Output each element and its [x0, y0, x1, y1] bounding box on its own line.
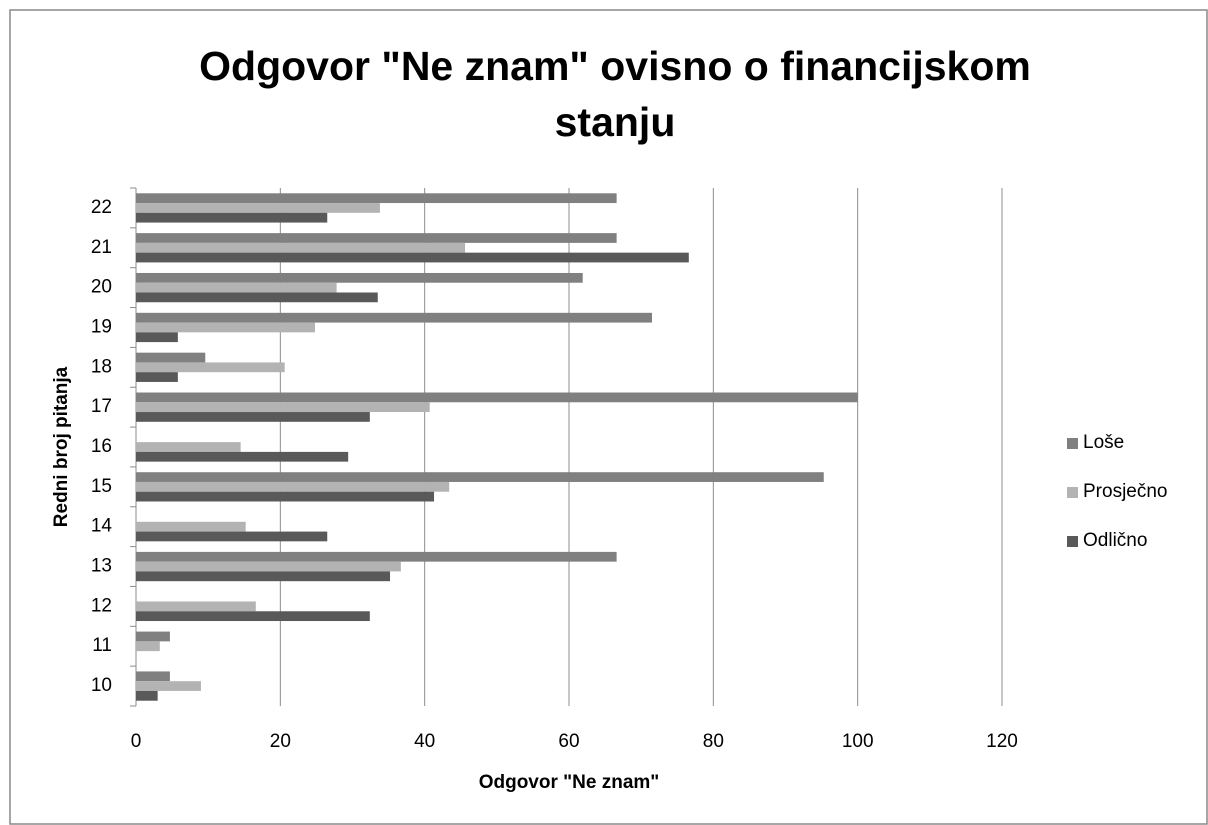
- bar: [136, 561, 401, 572]
- bar: [136, 292, 378, 303]
- bar: [136, 641, 160, 652]
- y-tick-label: 15: [91, 476, 112, 497]
- bar: [136, 571, 391, 582]
- bar: [136, 451, 349, 462]
- bar: [136, 481, 450, 492]
- x-tick-label: 120: [986, 731, 1018, 752]
- bar: [136, 322, 315, 333]
- y-tick-label: 16: [91, 436, 112, 457]
- y-tick-label: 14: [91, 516, 113, 537]
- bar: [136, 611, 370, 622]
- bar: [136, 372, 178, 382]
- bar: [136, 282, 337, 293]
- y-tick-label: 11: [92, 635, 112, 656]
- bar: [136, 551, 617, 562]
- bar: [136, 681, 201, 691]
- y-tick-label: 10: [91, 675, 112, 696]
- y-tick-label: 17: [91, 396, 112, 417]
- bar: [136, 442, 241, 452]
- y-axis-label: Redni broj pitanja: [51, 366, 72, 527]
- legend-label: Odlično: [1083, 530, 1147, 551]
- bar: [136, 352, 206, 363]
- legend-swatch: [1067, 487, 1078, 498]
- bar: [136, 242, 466, 253]
- y-tick-label: 12: [91, 595, 112, 616]
- legend-swatch: [1067, 536, 1078, 547]
- bar: [136, 332, 178, 343]
- chart-title: Odgovor "Ne znam" ovisno o financijskom …: [199, 43, 1031, 145]
- y-tick-label: 13: [91, 556, 112, 577]
- bar: [136, 392, 858, 403]
- bar: [136, 491, 435, 502]
- bar: [136, 252, 689, 263]
- x-tick-label: 60: [558, 731, 579, 752]
- x-tick-label: 100: [842, 731, 874, 752]
- legend-label: Loše: [1083, 432, 1124, 453]
- bar: [136, 362, 285, 373]
- bar: [136, 212, 328, 223]
- bar: [136, 272, 583, 283]
- bar: [136, 233, 617, 243]
- x-axis-label: Odgovor "Ne znam": [479, 772, 660, 793]
- bar: [136, 601, 256, 612]
- y-tick-label: 19: [91, 316, 112, 337]
- bar: [136, 690, 158, 701]
- x-tick-label: 40: [414, 731, 435, 752]
- y-tick-label: 22: [91, 197, 112, 218]
- legend-label: Prosječno: [1083, 481, 1168, 502]
- legend-swatch: [1067, 438, 1078, 449]
- y-tick-label: 21: [91, 237, 112, 258]
- bar: [136, 671, 170, 682]
- bar: [136, 312, 652, 323]
- bar: [136, 412, 370, 422]
- bar: [136, 531, 328, 542]
- y-tick-label: 18: [91, 356, 112, 377]
- x-tick-label: 20: [270, 731, 291, 752]
- bar: [136, 521, 246, 532]
- bar: [136, 472, 824, 482]
- x-tick-label: 0: [131, 731, 142, 752]
- x-tick-label: 80: [703, 731, 724, 752]
- bar: [136, 631, 170, 642]
- bar: [136, 203, 380, 213]
- y-tick-label: 20: [91, 277, 112, 298]
- bar: [136, 402, 430, 413]
- bar: [136, 193, 617, 204]
